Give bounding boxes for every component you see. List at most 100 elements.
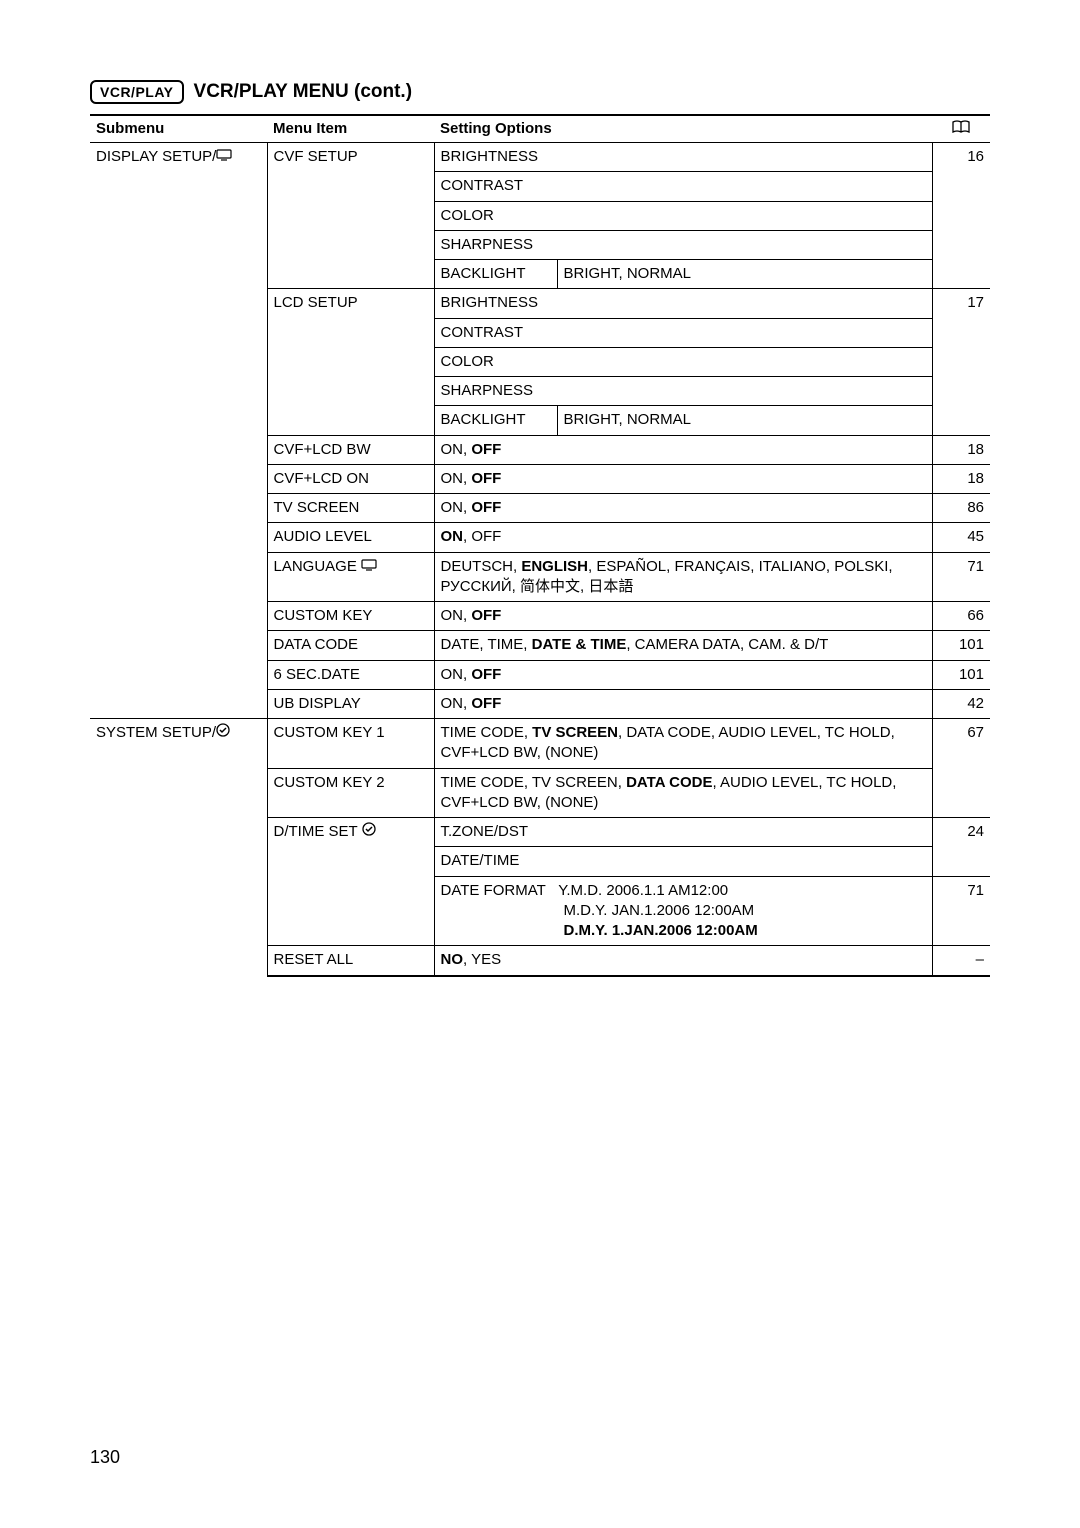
setting-cell: ON, OFF [434,435,933,464]
opt-text: , OFF [463,528,501,545]
opt-text: , YES [463,951,501,968]
menu-item: RESET ALL [267,946,434,976]
submenu-display-setup: DISPLAY SETUP/ [90,143,267,719]
page-ref: 16 [933,143,991,289]
col-menu-item: Menu Item [267,115,434,143]
menu-item: CVF+LCD ON [267,464,434,493]
page-title-row: VCR/PLAY VCR/PLAY MENU (cont.) [90,80,990,104]
menu-item-label: LANGUAGE [274,558,362,575]
submenu-system-setup: SYSTEM SETUP/ [90,719,267,976]
page-ref: 66 [933,602,991,631]
page-ref: 45 [933,523,991,552]
page-ref: 101 [933,660,991,689]
opt-default: NO [441,951,464,968]
opt-text: M.D.Y. JAN.1.2006 12:00AM [564,902,755,919]
mode-badge: VCR/PLAY [90,80,184,104]
menu-item-label: D/TIME SET [274,823,362,840]
menu-item: CUSTOM KEY 2 [267,768,434,818]
menu-item: CVF+LCD BW [267,435,434,464]
opt-default: OFF [471,666,501,683]
opt-text: ON, [441,441,472,458]
table-row: DISPLAY SETUP/ CVF SETUP BRIGHTNESS 16 [90,143,990,172]
setting-cell: TIME CODE, TV SCREEN, DATA CODE, AUDIO L… [434,768,933,818]
setting-cell: COLOR [434,201,933,230]
menu-item: CUSTOM KEY [267,602,434,631]
menu-item: CUSTOM KEY 1 [267,719,434,769]
opt-text: DEUTSCH, [441,558,522,575]
page-ref: 71 [933,552,991,602]
opt-text: ON, [441,666,472,683]
check-icon [362,822,376,842]
setting-cell: CONTRAST [434,318,933,347]
opt-default: D.M.Y. 1.JAN.2006 12:00AM [564,922,758,939]
page-number: 130 [90,1447,120,1468]
menu-item-lcd-setup: LCD SETUP [267,289,434,435]
opt-text: , CAMERA DATA, CAM. & D/T [626,636,828,653]
opt-default: OFF [471,499,501,516]
system-setup-icon [216,723,230,743]
setting-cell: NO, YES [434,946,933,976]
menu-item: TV SCREEN [267,494,434,523]
opt-text: ON, [441,695,472,712]
setting-cell: ON, OFF [434,523,933,552]
setting-cell: DEUTSCH, ENGLISH, ESPAÑOL, FRANÇAIS, ITA… [434,552,933,602]
opt-default: ENGLISH [521,558,588,575]
opt-text: TIME CODE, [441,724,533,741]
setting-cell: DATE, TIME, DATE & TIME, CAMERA DATA, CA… [434,631,933,660]
page-ref: 18 [933,464,991,493]
setting-cell: ON, OFF [434,464,933,493]
menu-table: Submenu Menu Item Setting Options DISPLA… [90,114,990,977]
setting-cell: BACKLIGHT [434,260,557,289]
opt-text: TIME CODE, TV SCREEN, [441,774,627,791]
menu-item-cvf-setup: CVF SETUP [267,143,434,289]
display-setup-icon [216,147,232,167]
col-submenu: Submenu [90,115,267,143]
setting-cell: COLOR [434,347,933,376]
setting-cell: TIME CODE, TV SCREEN, DATA CODE, AUDIO L… [434,719,933,769]
display-icon [361,557,377,577]
opt-default: OFF [471,470,501,487]
menu-item: 6 SEC.DATE [267,660,434,689]
page-ref: 24 [933,818,991,877]
setting-cell: ON, OFF [434,660,933,689]
opt-text: ON, [441,607,472,624]
opt-default: DATE & TIME [532,636,627,653]
page-ref: 71 [933,876,991,946]
opt-text: ON, [441,499,472,516]
setting-cell: BRIGHTNESS [434,289,933,318]
page-ref: 86 [933,494,991,523]
col-page-icon [933,115,991,143]
setting-cell: DATE FORMAT Y.M.D. 2006.1.1 AM12:00 M.D.… [434,876,933,946]
setting-cell: BRIGHT, NORMAL [557,260,933,289]
page-ref: – [933,946,991,976]
page-ref: 42 [933,689,991,718]
setting-cell: BACKLIGHT [434,406,557,435]
opt-default: ON [441,528,464,545]
page-ref: 18 [933,435,991,464]
setting-cell: ON, OFF [434,602,933,631]
setting-cell: DATE/TIME [434,847,933,876]
setting-cell: ON, OFF [434,494,933,523]
opt-text: Y.M.D. 2006.1.1 AM12:00 [558,882,728,899]
opt-default: DATA CODE [626,774,712,791]
setting-cell: CONTRAST [434,172,933,201]
setting-cell: ON, OFF [434,689,933,718]
opt-default: OFF [471,441,501,458]
setting-cell: SHARPNESS [434,230,933,259]
opt-default: OFF [471,695,501,712]
page-title: VCR/PLAY MENU (cont.) [194,81,413,103]
opt-text: DATE, TIME, [441,636,532,653]
opt-default: TV SCREEN [532,724,618,741]
opt-text: DATE FORMAT [441,882,546,899]
menu-item: D/TIME SET [267,818,434,946]
setting-cell: BRIGHTNESS [434,143,933,172]
menu-item: UB DISPLAY [267,689,434,718]
menu-item: AUDIO LEVEL [267,523,434,552]
page-ref: 17 [933,289,991,435]
book-icon [952,120,970,138]
menu-item: DATA CODE [267,631,434,660]
table-header: Submenu Menu Item Setting Options [90,115,990,143]
page-ref: 67 [933,719,991,818]
page-ref: 101 [933,631,991,660]
opt-default: OFF [471,607,501,624]
